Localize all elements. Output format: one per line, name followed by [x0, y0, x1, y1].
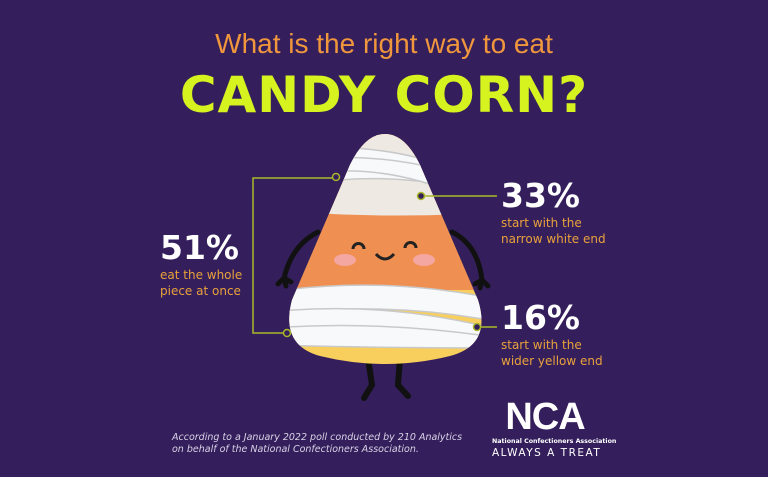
title-line-2: CANDY CORN?	[179, 66, 589, 124]
stat-desc-2: wider yellow end	[501, 354, 603, 368]
stat-desc-2: narrow white end	[501, 232, 606, 246]
stat-51: 51% eat the whole piece at once	[160, 228, 242, 299]
stat-percent: 51%	[160, 228, 239, 267]
mouth	[374, 252, 396, 261]
legs	[361, 355, 411, 401]
stat-desc-2: piece at once	[160, 284, 241, 298]
marker-dot	[331, 172, 341, 182]
marker-dot	[472, 322, 482, 332]
eyes	[351, 241, 418, 250]
footnote-line-2: on behalf of the National Confectioners …	[172, 444, 419, 455]
footnote-line-1: According to a January 2022 poll conduct…	[172, 432, 463, 443]
footnote: According to a January 2022 poll conduct…	[172, 432, 462, 456]
connector-51	[252, 177, 335, 334]
stat-33: 33% start with the narrow white end	[501, 176, 606, 247]
stat-percent: 16%	[501, 298, 580, 337]
stat-desc-1: start with the	[501, 216, 582, 230]
title-line-1: What is the right way to eat	[215, 28, 553, 59]
stat-desc-1: start with the	[501, 338, 582, 352]
candy-body	[289, 134, 482, 364]
stat-percent: 33%	[501, 176, 580, 215]
nca-logo: NCA National Confectioners Association A…	[492, 396, 617, 459]
marker-dot	[282, 328, 292, 338]
right-cheek	[413, 254, 435, 266]
left-arm	[275, 229, 321, 289]
stat-16: 16% start with the wider yellow end	[501, 298, 603, 369]
logo-tagline: ALWAYS A TREAT	[492, 447, 602, 459]
marker-dot	[416, 191, 426, 201]
left-cheek	[334, 254, 356, 266]
right-arm	[449, 229, 491, 291]
stat-desc-1: eat the whole	[160, 268, 243, 282]
logo-name: National Confectioners Association	[492, 438, 617, 445]
logo-abbr: NCA	[505, 396, 585, 438]
